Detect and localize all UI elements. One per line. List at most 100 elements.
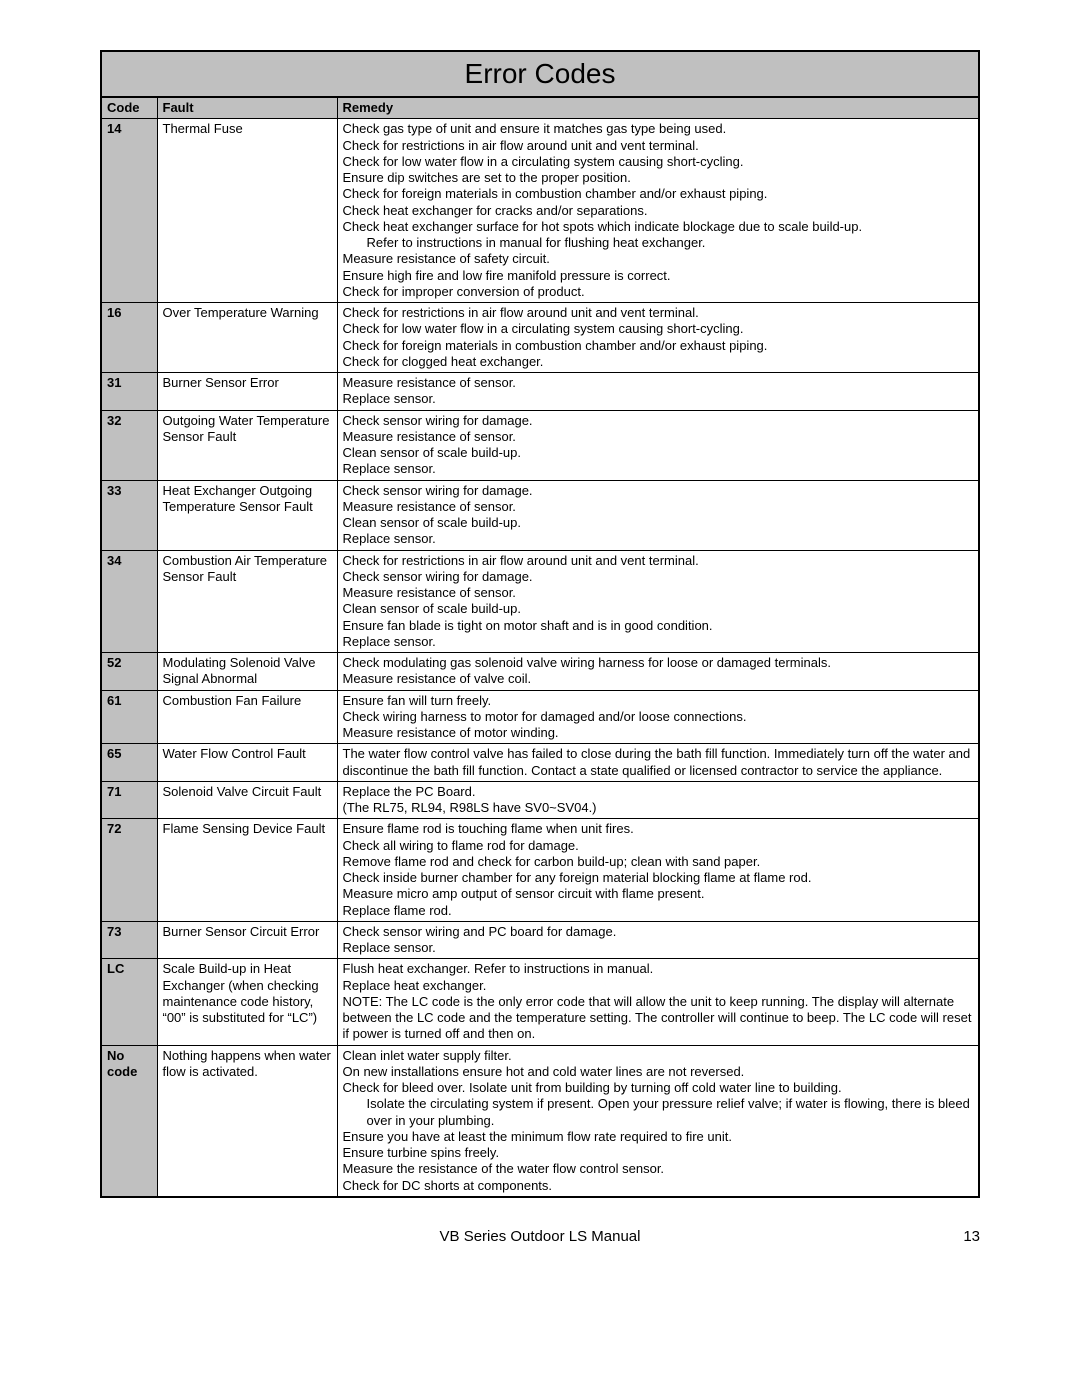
- remedy-line: Measure the resistance of the water flow…: [343, 1161, 974, 1177]
- remedy-line: Check sensor wiring and PC board for dam…: [343, 924, 974, 940]
- code-cell: 73: [101, 921, 157, 959]
- remedy-line: Isolate the circulating system if presen…: [343, 1096, 974, 1129]
- table-row: 32Outgoing Water Temperature Sensor Faul…: [101, 410, 979, 480]
- remedy-line: Check for foreign materials in combustio…: [343, 338, 974, 354]
- table-row: 31Burner Sensor Error Measure resistance …: [101, 373, 979, 411]
- table-row: 73Burner Sensor Circuit ErrorCheck senso…: [101, 921, 979, 959]
- table-row: 34Combustion Air Temperature Sensor Faul…: [101, 550, 979, 653]
- remedy-line: Replace sensor.: [343, 461, 974, 477]
- remedy-line: Flush heat exchanger. Refer to instructi…: [343, 961, 974, 977]
- remedy-line: The water flow control valve has failed …: [343, 746, 974, 779]
- code-cell: 31: [101, 373, 157, 411]
- remedy-line: Ensure fan blade is tight on motor shaft…: [343, 618, 974, 634]
- fault-cell: Heat Exchanger Outgoing Temperature Sens…: [157, 480, 337, 550]
- remedy-line: Ensure high fire and low fire manifold p…: [343, 268, 974, 284]
- remedy-line: Check sensor wiring for damage.: [343, 413, 974, 429]
- code-cell: 14: [101, 119, 157, 303]
- remedy-line: Check for clogged heat exchanger.: [343, 354, 974, 370]
- remedy-line: Measure resistance of sensor.: [343, 375, 974, 391]
- remedy-cell: The water flow control valve has failed …: [337, 744, 979, 782]
- fault-cell: Over Temperature Warning: [157, 303, 337, 373]
- remedy-line: Ensure flame rod is touching flame when …: [343, 821, 974, 837]
- page-number: 13: [963, 1228, 980, 1245]
- footer-text: VB Series Outdoor LS Manual: [440, 1228, 641, 1245]
- fault-cell: Combustion Fan Failure: [157, 690, 337, 744]
- remedy-line: Ensure dip switches are set to the prope…: [343, 170, 974, 186]
- page-footer: VB Series Outdoor LS Manual 13: [100, 1228, 980, 1245]
- page: Error Codes Code Fault Remedy 14Thermal …: [0, 0, 1080, 1285]
- remedy-line: NOTE: The LC code is the only error code…: [343, 994, 974, 1043]
- remedy-line: Check all wiring to flame rod for damage…: [343, 838, 974, 854]
- remedy-line: Check heat exchanger for cracks and/or s…: [343, 203, 974, 219]
- remedy-line: (The RL75, RL94, R98LS have SV0~SV04.): [343, 800, 974, 816]
- remedy-line: Measure resistance of sensor.: [343, 429, 974, 445]
- table-header-row: Code Fault Remedy: [101, 97, 979, 119]
- remedy-line: Check sensor wiring for damage.: [343, 483, 974, 499]
- table-row: LCScale Build-up in Heat Exchanger (when…: [101, 959, 979, 1045]
- remedy-line: Replace sensor.: [343, 391, 974, 407]
- remedy-cell: Check modulating gas solenoid valve wiri…: [337, 653, 979, 691]
- remedy-line: Measure resistance of sensor.: [343, 585, 974, 601]
- remedy-line: Check modulating gas solenoid valve wiri…: [343, 655, 974, 671]
- code-cell: 71: [101, 781, 157, 819]
- remedy-line: Measure resistance of safety circuit.: [343, 251, 974, 267]
- remedy-line: Replace heat exchanger.: [343, 978, 974, 994]
- col-fault: Fault: [157, 97, 337, 119]
- code-cell: 61: [101, 690, 157, 744]
- remedy-line: Check for bleed over. Isolate unit from …: [343, 1080, 974, 1096]
- remedy-line: Clean sensor of scale build-up.: [343, 445, 974, 461]
- fault-cell: Solenoid Valve Circuit Fault: [157, 781, 337, 819]
- remedy-line: Clean sensor of scale build-up.: [343, 601, 974, 617]
- fault-cell: Scale Build-up in Heat Exchanger (when c…: [157, 959, 337, 1045]
- remedy-cell: Check gas type of unit and ensure it mat…: [337, 119, 979, 303]
- remedy-line: Measure resistance of valve coil.: [343, 671, 974, 687]
- remedy-line: Remove flame rod and check for carbon bu…: [343, 854, 974, 870]
- remedy-line: Check for restrictions in air flow aroun…: [343, 138, 974, 154]
- remedy-cell: Clean inlet water supply filter.On new i…: [337, 1045, 979, 1197]
- remedy-line: Check for restrictions in air flow aroun…: [343, 305, 974, 321]
- remedy-line: Measure resistance of sensor.: [343, 499, 974, 515]
- remedy-line: Check for low water flow in a circulatin…: [343, 154, 974, 170]
- table-row: 61Combustion Fan FailureEnsure fan will …: [101, 690, 979, 744]
- table-row: 71Solenoid Valve Circuit FaultReplace th…: [101, 781, 979, 819]
- remedy-cell: Check for restrictions in air flow aroun…: [337, 303, 979, 373]
- code-cell: 16: [101, 303, 157, 373]
- fault-cell: Water Flow Control Fault: [157, 744, 337, 782]
- remedy-line: Ensure you have at least the minimum flo…: [343, 1129, 974, 1145]
- remedy-line: Clean inlet water supply filter.: [343, 1048, 974, 1064]
- remedy-line: Check for restrictions in air flow aroun…: [343, 553, 974, 569]
- table-row: 52Modulating Solenoid Valve Signal Abnor…: [101, 653, 979, 691]
- remedy-line: Check wiring harness to motor for damage…: [343, 709, 974, 725]
- error-codes-table: Code Fault Remedy 14Thermal FuseCheck ga…: [100, 96, 980, 1198]
- remedy-cell: Ensure flame rod is touching flame when …: [337, 819, 979, 922]
- code-cell: 65: [101, 744, 157, 782]
- remedy-cell: Flush heat exchanger. Refer to instructi…: [337, 959, 979, 1045]
- code-cell: 32: [101, 410, 157, 480]
- remedy-cell: Check for restrictions in air flow aroun…: [337, 550, 979, 653]
- remedy-line: Measure resistance of motor winding.: [343, 725, 974, 741]
- remedy-cell: Replace the PC Board.(The RL75, RL94, R9…: [337, 781, 979, 819]
- remedy-line: Replace flame rod.: [343, 903, 974, 919]
- table-row: 65Water Flow Control FaultThe water flow…: [101, 744, 979, 782]
- table-row: 33Heat Exchanger Outgoing Temperature Se…: [101, 480, 979, 550]
- remedy-line: Replace sensor.: [343, 940, 974, 956]
- remedy-line: Replace sensor.: [343, 634, 974, 650]
- remedy-line: On new installations ensure hot and cold…: [343, 1064, 974, 1080]
- remedy-line: Check gas type of unit and ensure it mat…: [343, 121, 974, 137]
- col-code: Code: [101, 97, 157, 119]
- remedy-line: Clean sensor of scale build-up.: [343, 515, 974, 531]
- remedy-line: Ensure turbine spins freely.: [343, 1145, 974, 1161]
- remedy-cell: Check sensor wiring for damage.Measure r…: [337, 410, 979, 480]
- fault-cell: Flame Sensing Device Fault: [157, 819, 337, 922]
- table-row: 72Flame Sensing Device FaultEnsure flame…: [101, 819, 979, 922]
- remedy-line: Check for improper conversion of product…: [343, 284, 974, 300]
- code-cell: LC: [101, 959, 157, 1045]
- code-cell: 52: [101, 653, 157, 691]
- page-title: Error Codes: [100, 50, 980, 98]
- remedy-line: Refer to instructions in manual for flus…: [343, 235, 974, 251]
- fault-cell: Outgoing Water Temperature Sensor Fault: [157, 410, 337, 480]
- fault-cell: Burner Sensor Error: [157, 373, 337, 411]
- remedy-line: Check for foreign materials in combustio…: [343, 186, 974, 202]
- code-cell: 34: [101, 550, 157, 653]
- table-row: No codeNothing happens when water flow i…: [101, 1045, 979, 1197]
